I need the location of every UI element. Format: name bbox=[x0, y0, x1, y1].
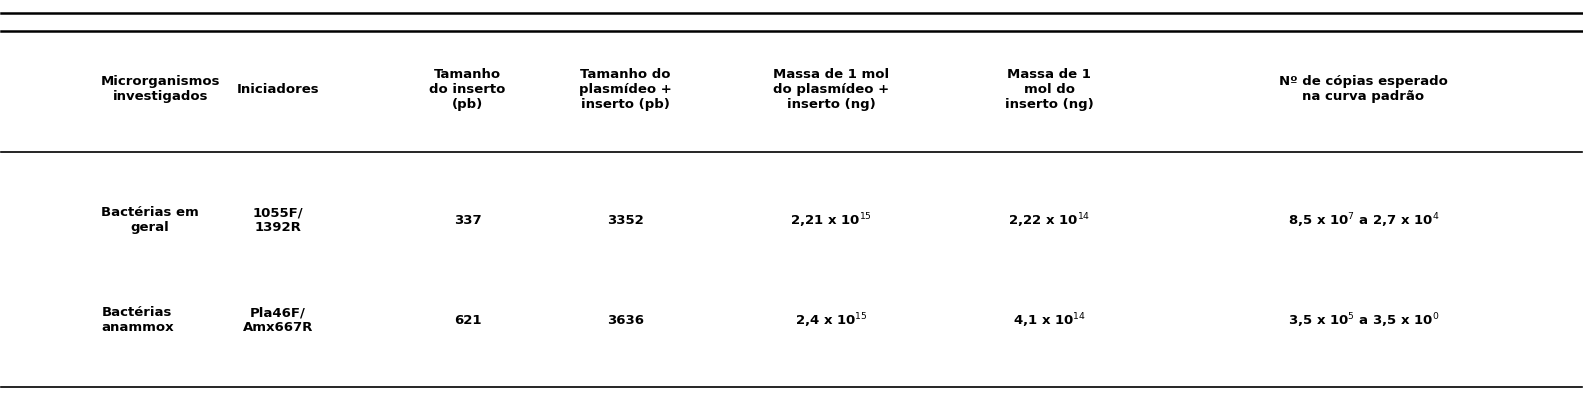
Text: 3,5 x 10$^5$ a 3,5 x 10$^0$: 3,5 x 10$^5$ a 3,5 x 10$^0$ bbox=[1289, 311, 1439, 329]
Text: Iniciadores: Iniciadores bbox=[236, 83, 320, 96]
Text: 2,4 x 10$^{15}$: 2,4 x 10$^{15}$ bbox=[795, 311, 867, 329]
Text: 8,5 x 10$^7$ a 2,7 x 10$^4$: 8,5 x 10$^7$ a 2,7 x 10$^4$ bbox=[1289, 211, 1439, 230]
Text: Tamanho
do inserto
(pb): Tamanho do inserto (pb) bbox=[429, 68, 505, 111]
Text: Tamanho do
plasmídeo +
inserto (pb): Tamanho do plasmídeo + inserto (pb) bbox=[579, 68, 671, 111]
Text: 3352: 3352 bbox=[608, 214, 644, 227]
Text: 4,1 x 10$^{14}$: 4,1 x 10$^{14}$ bbox=[1013, 311, 1086, 329]
Text: 2,21 x 10$^{15}$: 2,21 x 10$^{15}$ bbox=[790, 211, 872, 230]
Text: 3636: 3636 bbox=[606, 314, 644, 327]
Text: 337: 337 bbox=[454, 214, 481, 227]
Text: Nº de cópias esperado
na curva padrão: Nº de cópias esperado na curva padrão bbox=[1279, 75, 1448, 103]
Text: Massa de 1 mol
do plasmídeo +
inserto (ng): Massa de 1 mol do plasmídeo + inserto (n… bbox=[773, 68, 890, 111]
Text: 2,22 x 10$^{14}$: 2,22 x 10$^{14}$ bbox=[1008, 211, 1091, 230]
Text: Pla46F/
Amx667R: Pla46F/ Amx667R bbox=[242, 306, 313, 334]
Text: Bactérias em
geral: Bactérias em geral bbox=[101, 206, 199, 234]
Text: Bactérias
anammox: Bactérias anammox bbox=[101, 306, 174, 334]
Text: Microrganismos
investigados: Microrganismos investigados bbox=[101, 75, 220, 103]
Text: 1055F/
1392R: 1055F/ 1392R bbox=[253, 206, 304, 234]
Text: Massa de 1
mol do
inserto (ng): Massa de 1 mol do inserto (ng) bbox=[1005, 68, 1094, 111]
Text: 621: 621 bbox=[454, 314, 481, 327]
